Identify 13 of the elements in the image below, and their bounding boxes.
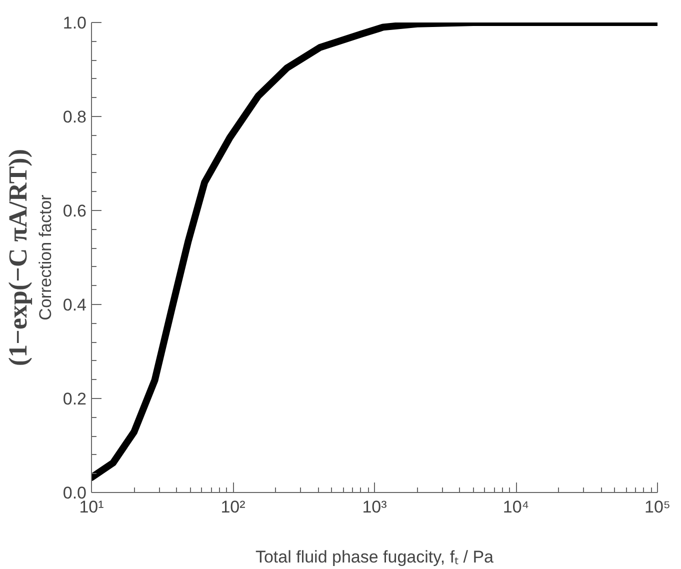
- y-tick-label: 0.8: [62, 108, 87, 126]
- text: (1−exp(−C πA/RT)): [4, 148, 32, 366]
- x-tick-label: 10²: [220, 498, 246, 516]
- y-axis-title: Correction factor: [36, 194, 55, 320]
- x-tick-label: 10⁴: [502, 498, 530, 516]
- y-tick-label: 0.4: [62, 296, 87, 314]
- x-axis-title: Total fluid phase fugacity, fₜ / Pa: [255, 548, 494, 566]
- y-tick-label: 0.2: [62, 390, 87, 408]
- x-tick-label: 10³: [362, 498, 388, 516]
- y-tick-label: 1.0: [62, 14, 87, 32]
- x-tick-label: 10¹: [79, 498, 104, 516]
- x-tick-label: 10⁵: [644, 498, 670, 516]
- y-tick-label: 0.6: [62, 202, 87, 220]
